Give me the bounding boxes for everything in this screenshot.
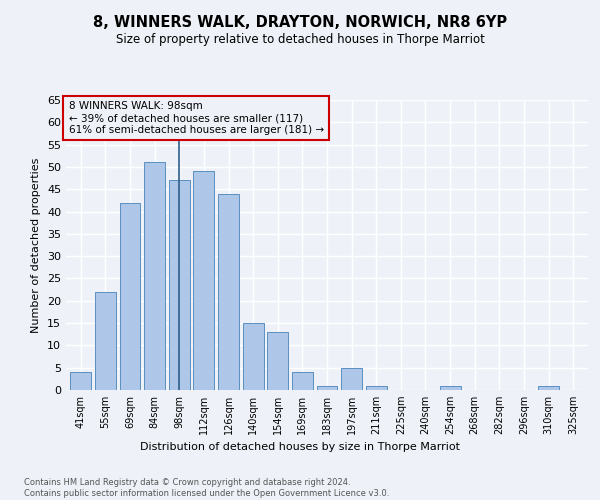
Bar	[193, 172, 214, 390]
Bar	[242, 323, 263, 390]
Bar	[144, 162, 165, 390]
Bar	[70, 372, 91, 390]
Bar	[169, 180, 190, 390]
Bar	[341, 368, 362, 390]
Text: Contains HM Land Registry data © Crown copyright and database right 2024.
Contai: Contains HM Land Registry data © Crown c…	[24, 478, 389, 498]
Bar	[95, 292, 116, 390]
Bar	[267, 332, 288, 390]
Bar	[366, 386, 387, 390]
Bar	[119, 202, 140, 390]
Text: 8, WINNERS WALK, DRAYTON, NORWICH, NR8 6YP: 8, WINNERS WALK, DRAYTON, NORWICH, NR8 6…	[93, 15, 507, 30]
Text: Size of property relative to detached houses in Thorpe Marriot: Size of property relative to detached ho…	[116, 32, 484, 46]
Text: 8 WINNERS WALK: 98sqm
← 39% of detached houses are smaller (117)
61% of semi-det: 8 WINNERS WALK: 98sqm ← 39% of detached …	[68, 102, 324, 134]
Text: Distribution of detached houses by size in Thorpe Marriot: Distribution of detached houses by size …	[140, 442, 460, 452]
Y-axis label: Number of detached properties: Number of detached properties	[31, 158, 41, 332]
Bar	[538, 386, 559, 390]
Bar	[317, 386, 337, 390]
Bar	[292, 372, 313, 390]
Bar	[440, 386, 461, 390]
Bar	[218, 194, 239, 390]
